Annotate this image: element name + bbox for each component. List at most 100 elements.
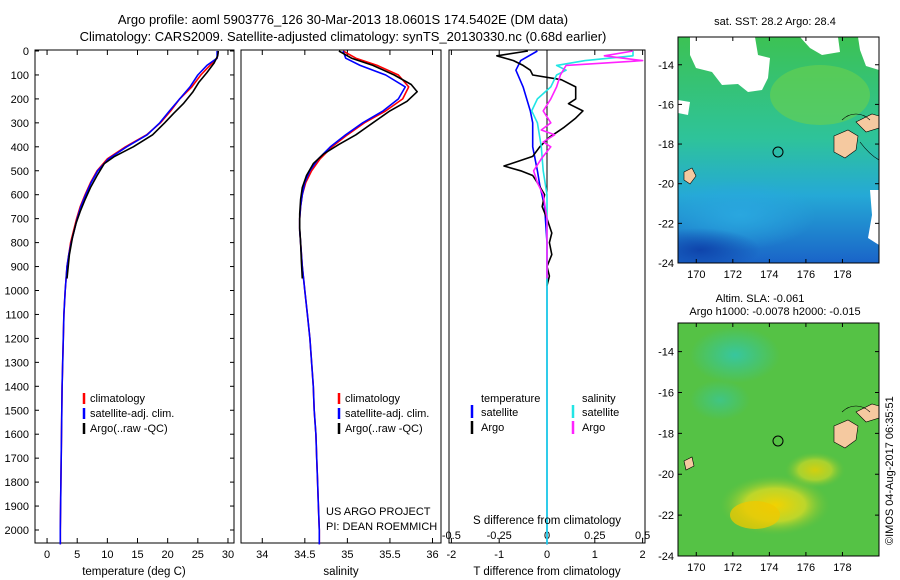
sla-peak (730, 501, 780, 529)
depth-tick-label: 1400 (5, 381, 29, 393)
depth-tick-label: 1800 (5, 477, 29, 489)
project-label: US ARGO PROJECT (326, 506, 431, 518)
s-diff-tick-label: 0.5 (635, 530, 650, 542)
sst-cloud-mask (868, 190, 879, 245)
sla-map-axes: -14 -16 -18 -20 -22 -24 170 172 174 176 178 (658, 323, 879, 574)
temperature-series (59, 50, 220, 545)
s-diff-tick-label: 0.25 (584, 530, 605, 542)
figure-title-line1: Argo profile: aoml 5903776_126 30-Mar-20… (118, 12, 568, 27)
depth-tick-label: 500 (11, 166, 29, 178)
sla-map: Altim. SLA: -0.061 Argo h1000: -0.0078 h… (658, 293, 880, 574)
depth-tick-label: 100 (11, 70, 29, 82)
temperature-tick-label: 20 (162, 549, 174, 561)
legend-temp-argo: Argo (481, 422, 504, 434)
sst-map: sat. SST: 28.2 Argo: 28.4 -14 -16 -18 -20 -2… (658, 16, 880, 281)
lat-tick-label: -14 (658, 347, 674, 359)
depth-tick-label: 2000 (5, 525, 29, 537)
t-diff-tick-label: -2 (446, 549, 456, 561)
lon-tick-label: 174 (760, 562, 778, 574)
sst-map-axes: -14 -16 -18 -20 -22 -24 170 172 174 176 178 (658, 37, 879, 281)
island (683, 456, 695, 471)
depth-tick-label: 900 (11, 262, 29, 274)
lat-tick-label: -18 (658, 139, 674, 151)
salinity-tick-label: 35.5 (379, 549, 400, 561)
temperature-tick-label: 5 (74, 549, 80, 561)
lat-tick-label: -16 (658, 387, 674, 399)
lon-tick-label: 170 (687, 269, 705, 281)
lon-tick-label: 178 (833, 269, 851, 281)
reef-outline (841, 405, 871, 413)
legend-sal-argo: Argo (582, 422, 605, 434)
sst-cloud-mask (678, 100, 690, 115)
lon-tick-label: 176 (797, 562, 815, 574)
salinity-ticks: 34 34.5 35 35.5 36 (256, 50, 439, 561)
depth-tick-label: 400 (11, 142, 29, 154)
argo-float-marker (772, 146, 784, 158)
lat-tick-label: -22 (658, 510, 674, 522)
island (683, 167, 697, 185)
series-argo-temperature (495, 50, 584, 286)
difference-series (495, 50, 644, 545)
sst-cloud-mask (690, 37, 770, 92)
sst-cloud-mask (858, 37, 879, 70)
salinity-series (298, 50, 419, 545)
sla-low-patch (690, 380, 750, 420)
depth-tick-label: 700 (11, 214, 29, 226)
s-difference-label: S difference from climatology (473, 515, 621, 527)
series-argo-raw-qc (298, 50, 419, 279)
legend-temperature-title: temperature (481, 393, 540, 405)
depth-tick-label: 600 (11, 190, 29, 202)
temperature-legend: climatology satellite-adj. clim. Argo(..… (82, 393, 174, 435)
sst-map-frame (677, 36, 880, 264)
legend-salinity-title: salinity (582, 393, 616, 405)
temperature-tick-label: 10 (101, 549, 113, 561)
t-difference-label: T difference from climatology (473, 566, 620, 578)
depth-tick-label: 1700 (5, 453, 29, 465)
pi-label: PI: DEAN ROEMMICH (326, 521, 437, 533)
salinity-legend: climatology satellite-adj. clim. Argo(..… (337, 393, 429, 435)
fiji-vanua-levu (855, 113, 879, 133)
figure-title-line2: Climatology: CARS2009. Satellite-adjuste… (80, 29, 607, 44)
lat-tick-label: -20 (658, 179, 674, 191)
fiji-vanua-levu (855, 403, 879, 423)
lon-tick-label: 172 (724, 562, 742, 574)
lon-tick-label: 176 (797, 269, 815, 281)
temperature-tick-label: 15 (131, 549, 143, 561)
lon-tick-label: 178 (833, 562, 851, 574)
depth-tick-label: 1000 (5, 286, 29, 298)
t-diff-tick-label: 0 (544, 549, 550, 561)
s-diff-tick-label: -0.25 (487, 530, 512, 542)
temperature-panel: 0100200300400500600700800900100011001200… (5, 46, 645, 578)
reef-outline (841, 113, 871, 121)
temperature-tick-label: 0 (44, 549, 50, 561)
legend-label-climatology: climatology (345, 393, 401, 405)
difference-legend: temperature salinity satellite Argo sate… (470, 393, 619, 434)
t-diff-tick-label: -1 (494, 549, 504, 561)
lat-tick-label: -20 (658, 469, 674, 481)
fiji-viti-levu (833, 419, 859, 449)
lat-tick-label: -22 (658, 218, 674, 230)
salinity-x-label: salinity (323, 566, 358, 578)
lat-tick-label: -14 (658, 60, 674, 72)
salinity-tick-label: 35 (341, 549, 353, 561)
depth-tick-label: 1600 (5, 429, 29, 441)
lat-tick-label: -16 (658, 99, 674, 111)
temperature-x-axis: 0 5 10 15 20 25 30 (44, 50, 234, 561)
s-diff-tick-label: -0.5 (442, 530, 461, 542)
sla-map-frame (677, 322, 880, 557)
salinity-plot-frame (240, 49, 442, 544)
sst-cold-patch (678, 228, 760, 263)
depth-tick-label: 800 (11, 238, 29, 250)
imos-timestamp: ©IMOS 04-Aug-2017 06:35:51 (884, 396, 896, 545)
lat-tick-label: -24 (658, 258, 674, 270)
sla-map-title1: Altim. SLA: -0.061 (716, 293, 805, 305)
legend-label-argo: Argo(..raw -QC) (90, 423, 168, 435)
lat-tick-label: -18 (658, 428, 674, 440)
legend-temp-satellite: satellite (481, 407, 518, 419)
depth-tick-label: 200 (11, 94, 29, 106)
salinity-tick-label: 34 (256, 549, 268, 561)
legend-label-climatology: climatology (90, 393, 146, 405)
lon-tick-label: 174 (760, 269, 778, 281)
legend-label-satellite: satellite-adj. clim. (90, 408, 174, 420)
